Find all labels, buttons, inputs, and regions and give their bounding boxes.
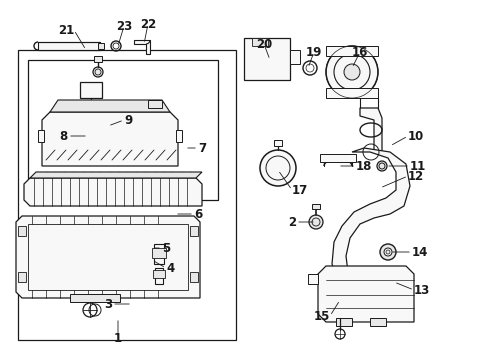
Polygon shape	[42, 112, 178, 166]
Bar	[80, 82, 102, 98]
Bar	[28, 224, 187, 290]
Circle shape	[385, 250, 389, 254]
Text: 9: 9	[124, 113, 132, 126]
Text: 2: 2	[287, 216, 295, 229]
Text: 8: 8	[60, 130, 68, 143]
Text: 18: 18	[355, 159, 372, 172]
Polygon shape	[38, 42, 100, 50]
Text: 16: 16	[351, 45, 367, 58]
Bar	[18, 226, 26, 236]
Bar	[251, 38, 267, 46]
Circle shape	[379, 244, 395, 260]
Bar	[335, 318, 351, 326]
Text: 3: 3	[103, 297, 112, 310]
Text: 17: 17	[291, 184, 307, 197]
Circle shape	[260, 150, 295, 186]
Bar	[28, 60, 218, 200]
Bar	[319, 154, 355, 162]
Text: 13: 13	[413, 284, 429, 297]
Polygon shape	[24, 178, 202, 206]
Bar	[18, 50, 236, 340]
Bar	[155, 268, 163, 284]
Bar	[289, 50, 299, 64]
Bar	[369, 318, 385, 326]
Circle shape	[383, 248, 391, 256]
Bar	[38, 130, 44, 142]
Text: 15: 15	[313, 310, 329, 323]
Text: 23: 23	[116, 19, 132, 32]
Bar	[98, 43, 104, 49]
Bar	[148, 100, 162, 108]
Text: 10: 10	[407, 130, 424, 143]
Text: 21: 21	[58, 23, 74, 36]
Bar	[325, 88, 377, 98]
Bar	[273, 140, 282, 146]
Bar	[153, 270, 164, 278]
Text: 19: 19	[305, 45, 322, 58]
Text: 22: 22	[140, 18, 156, 31]
Bar	[244, 38, 289, 80]
Text: 5: 5	[162, 242, 170, 255]
Polygon shape	[317, 266, 413, 322]
Text: 7: 7	[198, 141, 206, 154]
Text: 4: 4	[165, 261, 174, 274]
Circle shape	[343, 64, 359, 80]
Text: 6: 6	[194, 207, 202, 220]
Text: 14: 14	[411, 246, 427, 258]
Circle shape	[325, 46, 377, 98]
Text: 11: 11	[409, 159, 426, 172]
Bar	[311, 204, 319, 209]
Bar	[325, 46, 377, 56]
Polygon shape	[331, 148, 409, 292]
Bar	[94, 56, 102, 62]
Bar	[18, 272, 26, 282]
Bar	[154, 244, 163, 264]
Polygon shape	[359, 108, 381, 152]
Circle shape	[376, 161, 386, 171]
Text: 1: 1	[114, 332, 122, 345]
Polygon shape	[30, 172, 202, 178]
Bar	[152, 248, 165, 258]
Bar	[70, 294, 120, 302]
Bar	[87, 108, 95, 116]
Polygon shape	[134, 40, 150, 54]
Bar	[190, 272, 198, 282]
Bar	[176, 130, 182, 142]
Text: 12: 12	[407, 170, 424, 183]
Polygon shape	[50, 100, 170, 112]
Bar	[190, 226, 198, 236]
Polygon shape	[307, 274, 317, 284]
Circle shape	[308, 215, 323, 229]
Text: 20: 20	[255, 37, 271, 50]
Circle shape	[93, 67, 103, 77]
Polygon shape	[16, 216, 200, 298]
